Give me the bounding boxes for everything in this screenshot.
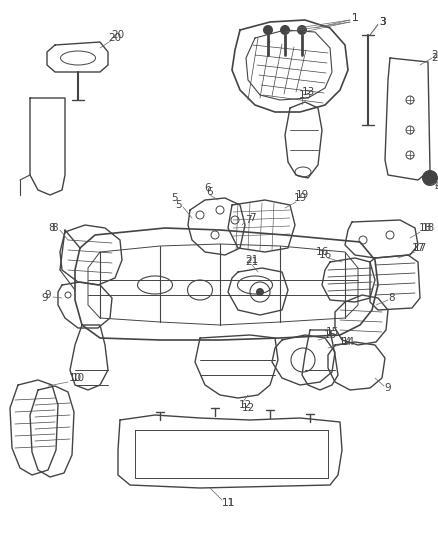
Text: 2: 2 (432, 50, 438, 60)
Text: 13: 13 (298, 90, 311, 100)
Text: 8: 8 (52, 223, 58, 233)
Circle shape (280, 25, 290, 35)
Text: 14: 14 (341, 337, 355, 347)
Text: 6: 6 (205, 183, 211, 193)
Text: 8: 8 (389, 293, 396, 303)
Text: 21: 21 (245, 255, 258, 265)
Text: 18: 18 (421, 223, 434, 233)
Text: 20: 20 (109, 33, 122, 43)
Text: 9: 9 (42, 293, 48, 303)
Text: 17: 17 (413, 243, 427, 253)
Text: 15: 15 (323, 330, 337, 340)
Text: 9: 9 (45, 290, 51, 300)
Text: 10: 10 (71, 373, 85, 383)
Text: 5: 5 (175, 200, 181, 210)
Text: 20: 20 (111, 30, 124, 40)
Text: 10: 10 (68, 373, 81, 383)
Text: 7: 7 (245, 215, 251, 225)
Text: 1: 1 (352, 13, 358, 23)
Text: 3: 3 (379, 17, 385, 27)
Text: 18: 18 (418, 223, 431, 233)
Text: 13: 13 (301, 87, 314, 97)
Circle shape (263, 25, 273, 35)
Text: 1: 1 (352, 13, 358, 23)
Text: 9: 9 (385, 383, 391, 393)
Text: 21: 21 (245, 257, 258, 267)
Text: 8: 8 (49, 223, 55, 233)
Text: 6: 6 (207, 187, 213, 197)
Circle shape (297, 25, 307, 35)
Text: 4: 4 (434, 183, 438, 193)
Text: 11: 11 (221, 498, 235, 508)
Text: 7: 7 (249, 213, 255, 223)
Text: 4: 4 (434, 180, 438, 190)
Text: 3: 3 (379, 17, 385, 27)
Text: 14: 14 (339, 337, 352, 347)
Circle shape (256, 288, 264, 296)
Text: 5: 5 (172, 193, 178, 203)
Text: 17: 17 (411, 243, 424, 253)
Text: 19: 19 (293, 193, 307, 203)
Text: 1: 1 (352, 13, 358, 23)
Text: 16: 16 (318, 250, 332, 260)
Text: 12: 12 (238, 400, 251, 410)
Text: 2: 2 (432, 53, 438, 63)
Circle shape (422, 170, 438, 186)
Text: 15: 15 (325, 327, 339, 337)
Text: 16: 16 (315, 247, 328, 257)
Text: 3: 3 (379, 17, 385, 27)
Text: 11: 11 (221, 498, 235, 508)
Text: 12: 12 (241, 403, 254, 413)
Text: 19: 19 (295, 190, 309, 200)
